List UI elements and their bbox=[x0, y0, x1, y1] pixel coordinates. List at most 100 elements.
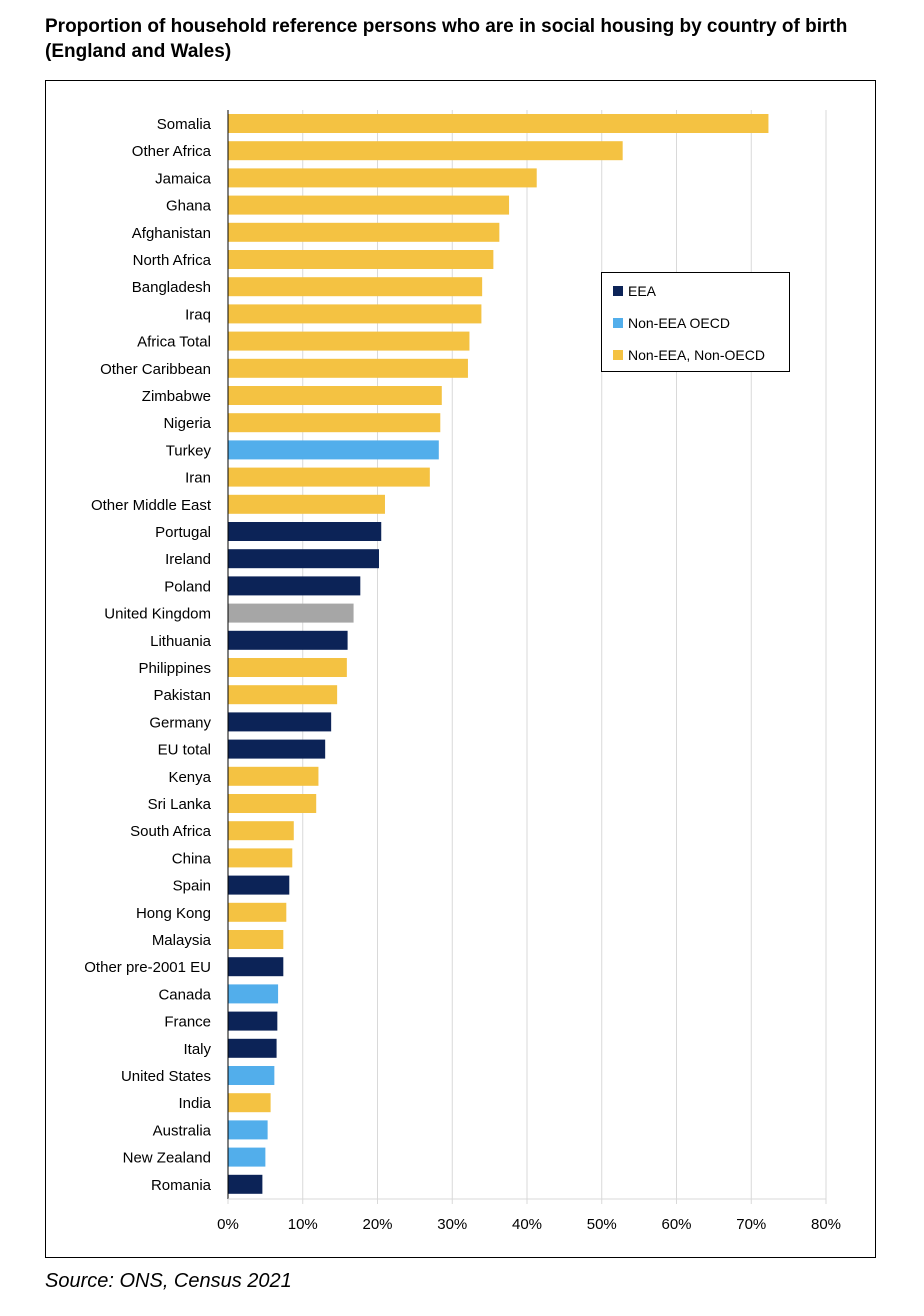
category-label-south-africa: South Africa bbox=[130, 823, 212, 840]
legend-label-non-eea-non-oecd: Non-EEA, Non-OECD bbox=[628, 347, 765, 363]
category-label-eu-total: EU total bbox=[158, 742, 211, 759]
bar-philippines bbox=[228, 658, 347, 677]
bar-ghana bbox=[228, 195, 510, 215]
chart-title: Proportion of household reference person… bbox=[45, 16, 848, 62]
bar-united-states bbox=[228, 1066, 275, 1085]
legend-label-eea: EEA bbox=[628, 283, 657, 299]
category-label-poland: Poland bbox=[164, 578, 211, 595]
x-tick-label-40: 40% bbox=[512, 1216, 542, 1233]
bar-romania bbox=[228, 1174, 263, 1194]
legend-item-eea: EEA bbox=[613, 283, 656, 299]
legend: EEA Non-EEA OECD Non-EEA, Non-OECD bbox=[601, 272, 790, 372]
bar-jamaica bbox=[228, 168, 537, 188]
category-label-turkey: Turkey bbox=[166, 442, 212, 459]
bar-germany bbox=[228, 712, 332, 732]
x-tick-label-60: 60% bbox=[661, 1216, 691, 1233]
bar-australia bbox=[228, 1120, 268, 1140]
bar-poland bbox=[228, 576, 361, 596]
category-label-pakistan: Pakistan bbox=[153, 687, 211, 704]
bar-afghanistan bbox=[228, 222, 500, 242]
legend-swatch-eea bbox=[613, 286, 623, 296]
category-label-other-pre-2001-eu: Other pre-2001 EU bbox=[84, 959, 211, 976]
category-label-malaysia: Malaysia bbox=[152, 932, 212, 949]
bar-france bbox=[228, 1011, 278, 1031]
category-label-italy: Italy bbox=[183, 1041, 211, 1058]
category-label-lithuania: Lithuania bbox=[150, 633, 212, 650]
chart-frame bbox=[45, 80, 876, 1258]
bar-other-africa bbox=[228, 141, 623, 161]
bar-nigeria bbox=[228, 413, 441, 433]
x-tick-label-50: 50% bbox=[587, 1216, 617, 1233]
bar-eu-total bbox=[228, 739, 326, 759]
bar-south-africa bbox=[228, 821, 294, 841]
category-label-other-africa: Other Africa bbox=[132, 143, 212, 160]
x-tick-label-80: 80% bbox=[811, 1216, 841, 1233]
category-label-united-states: United States bbox=[121, 1068, 211, 1085]
bar-turkey bbox=[228, 440, 439, 460]
category-label-ghana: Ghana bbox=[166, 198, 212, 215]
bar-canada bbox=[228, 984, 279, 1004]
category-label-france: France bbox=[164, 1014, 211, 1031]
bar-pakistan bbox=[228, 685, 338, 705]
category-label-iraq: Iraq bbox=[185, 306, 211, 323]
category-label-iran: Iran bbox=[185, 470, 211, 487]
category-label-jamaica: Jamaica bbox=[155, 170, 212, 187]
bar-north-africa bbox=[228, 250, 494, 269]
category-label-zimbabwe: Zimbabwe bbox=[142, 388, 211, 405]
bar-malaysia bbox=[228, 930, 284, 949]
category-label-new-zealand: New Zealand bbox=[123, 1150, 211, 1167]
category-label-canada: Canada bbox=[158, 986, 211, 1003]
bar-iran bbox=[228, 467, 430, 487]
category-label-kenya: Kenya bbox=[168, 769, 211, 786]
bar-italy bbox=[228, 1038, 277, 1058]
bar-spain bbox=[228, 875, 290, 895]
bar-sri-lanka bbox=[228, 794, 317, 813]
bar-iraq bbox=[228, 304, 482, 324]
category-label-germany: Germany bbox=[149, 714, 211, 731]
bar-ireland bbox=[228, 549, 379, 569]
source-note: Source: ONS, Census 2021 bbox=[45, 1270, 292, 1292]
legend-swatch-non-eea-non-oecd bbox=[613, 350, 623, 360]
bar-portugal bbox=[228, 522, 382, 541]
category-label-bangladesh: Bangladesh bbox=[132, 279, 211, 296]
category-label-romania: Romania bbox=[151, 1177, 212, 1194]
category-label-north-africa: North Africa bbox=[133, 252, 212, 269]
category-label-portugal: Portugal bbox=[155, 524, 211, 541]
x-tick-label-20: 20% bbox=[362, 1216, 392, 1233]
category-label-spain: Spain bbox=[173, 878, 211, 895]
category-label-afghanistan: Afghanistan bbox=[132, 225, 211, 242]
bar-india bbox=[228, 1093, 271, 1113]
legend-item-non-eea-oecd: Non-EEA OECD bbox=[613, 315, 730, 331]
bar-lithuania bbox=[228, 630, 348, 650]
bar-other-pre-2001-eu bbox=[228, 957, 284, 977]
x-tick-label-70: 70% bbox=[736, 1216, 766, 1233]
bar-hong-kong bbox=[228, 902, 287, 922]
bar-africa-total bbox=[228, 331, 470, 351]
category-label-united-kingdom: United Kingdom bbox=[104, 606, 211, 623]
bar-new-zealand bbox=[228, 1147, 266, 1167]
bar-zimbabwe bbox=[228, 386, 442, 405]
bar-united-kingdom bbox=[228, 603, 354, 623]
x-tick-label-30: 30% bbox=[437, 1216, 467, 1233]
legend-item-non-eea-non-oecd: Non-EEA, Non-OECD bbox=[613, 347, 765, 363]
category-label-hong-kong: Hong Kong bbox=[136, 905, 211, 922]
category-label-other-middle-east: Other Middle East bbox=[91, 497, 212, 514]
bar-bangladesh bbox=[228, 277, 483, 297]
category-label-ireland: Ireland bbox=[165, 551, 211, 568]
category-label-australia: Australia bbox=[153, 1122, 212, 1139]
bar-other-caribbean bbox=[228, 358, 468, 378]
bar-kenya bbox=[228, 766, 319, 786]
bar-other-middle-east bbox=[228, 494, 385, 514]
x-tick-label-10: 10% bbox=[288, 1216, 318, 1233]
legend-swatch-non-eea-oecd bbox=[613, 318, 623, 328]
category-label-nigeria: Nigeria bbox=[163, 415, 211, 432]
x-tick-label-0: 0% bbox=[217, 1216, 239, 1233]
category-label-africa-total: Africa Total bbox=[137, 334, 211, 351]
category-label-other-caribbean: Other Caribbean bbox=[100, 361, 211, 378]
category-label-sri-lanka: Sri Lanka bbox=[148, 796, 212, 813]
legend-label-non-eea-oecd: Non-EEA OECD bbox=[628, 315, 730, 331]
category-label-philippines: Philippines bbox=[138, 660, 211, 677]
bar-china bbox=[228, 848, 293, 868]
bar-somalia bbox=[228, 114, 769, 133]
